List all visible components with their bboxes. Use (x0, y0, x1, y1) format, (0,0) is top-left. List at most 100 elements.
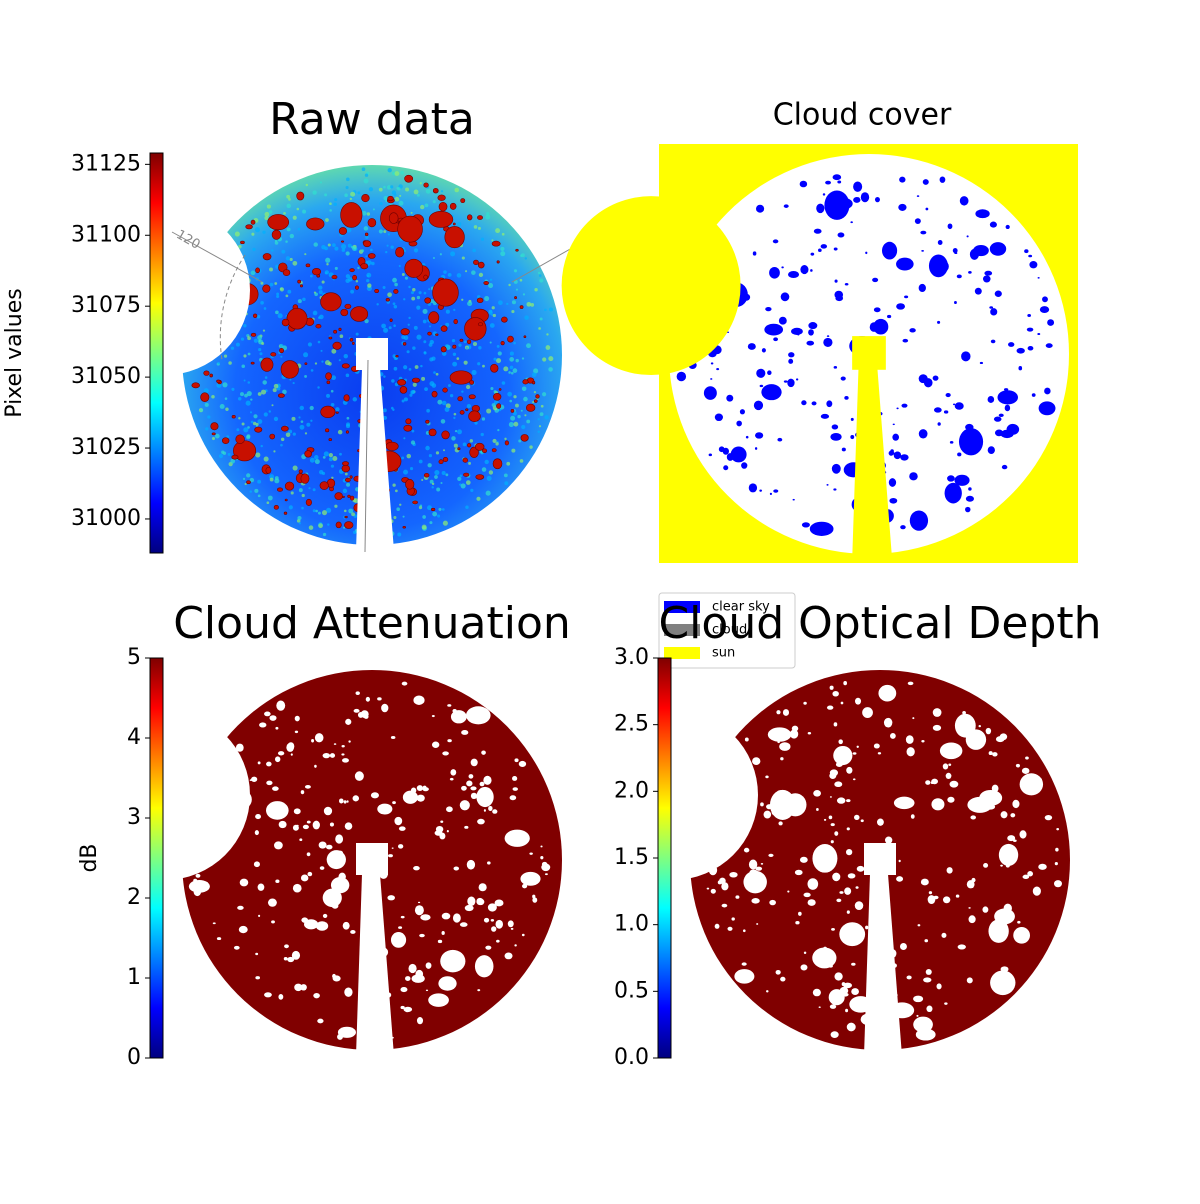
cloud-blob (425, 419, 430, 424)
cloud-blob (765, 307, 772, 312)
sky-noise (269, 267, 273, 272)
cloud-blob (337, 1033, 343, 1040)
cloud-blob (410, 787, 417, 794)
cloud-blob (491, 448, 497, 453)
cloud-blob (393, 289, 399, 294)
cloud-blob (204, 881, 209, 885)
sky-noise (264, 215, 269, 221)
cloud-blob (442, 456, 449, 462)
cloud-blob (496, 939, 500, 943)
cloud-blob (360, 263, 369, 270)
sky-noise (410, 440, 416, 445)
cloud-blob (729, 871, 738, 878)
sky-noise (246, 390, 252, 397)
sky-noise (538, 274, 542, 277)
cloud-blob (200, 392, 210, 403)
cloud-blob (846, 799, 851, 803)
cloud-blob (781, 266, 784, 269)
sky-noise (459, 474, 463, 478)
cloud-blob (1054, 880, 1062, 888)
cloud-blob (391, 847, 394, 849)
cloud-blob (282, 269, 291, 277)
cloud-blob (1000, 811, 1008, 819)
sky-noise (471, 270, 476, 275)
sky-noise (462, 442, 467, 447)
cloud-blob (852, 752, 857, 755)
cloud-blob (331, 903, 339, 909)
sky-noise (425, 188, 431, 194)
sky-noise (247, 426, 250, 429)
cloud-blob (474, 955, 494, 978)
sky-noise (263, 412, 268, 417)
cloud-blob (703, 386, 717, 400)
cloud-blob (304, 362, 308, 366)
cloud-blob (193, 878, 198, 883)
sky-noise (408, 368, 412, 371)
cloud-blob (535, 394, 540, 399)
sky-noise (497, 429, 500, 432)
sky-noise (290, 491, 294, 495)
cloud-blob (257, 883, 265, 891)
sky-noise (422, 515, 426, 519)
cloud-blob (404, 258, 424, 278)
sky-noise (398, 264, 401, 268)
sky-noise (421, 376, 426, 381)
cloud-blob (340, 240, 345, 243)
cloud-blob (298, 469, 303, 474)
sky-noise (476, 496, 481, 501)
sky-noise (432, 256, 435, 259)
cloud-blob (322, 888, 342, 908)
cloud-blob (803, 951, 807, 954)
cloud-blob (467, 896, 476, 906)
cloud-blob (956, 274, 962, 279)
cloud-blob (274, 841, 283, 850)
cloud-blob (346, 800, 349, 803)
cloud-blob (283, 511, 288, 515)
cloud-blob (1031, 393, 1036, 397)
cloud-blob (246, 480, 251, 485)
cloud-blob (710, 888, 716, 894)
cloud-blob (397, 215, 423, 243)
cloud-blob (452, 913, 461, 923)
cloud-blob (342, 758, 349, 763)
cloud-blob (504, 952, 513, 960)
sky-noise (439, 253, 442, 256)
sky-noise (280, 355, 283, 358)
cloud-blob (987, 446, 995, 455)
mask-sun (864, 843, 896, 875)
polar-axis (364, 359, 369, 553)
cloud-blob (1032, 886, 1041, 896)
sky-noise (441, 351, 447, 356)
cloud-blob (290, 753, 293, 756)
sky-noise (489, 341, 492, 344)
sky-noise (484, 296, 490, 302)
sky-noise (286, 227, 291, 232)
sky-noise (392, 354, 397, 358)
sky-noise (416, 295, 421, 300)
sky-noise (334, 246, 339, 251)
cloud-blob (966, 977, 973, 984)
cloud-blob (344, 822, 353, 830)
cloud-blob (424, 297, 432, 304)
cloud-blob (250, 332, 257, 337)
sky-noise (517, 414, 521, 419)
cloud-blob (927, 895, 936, 905)
sky-noise (465, 505, 469, 510)
cloud-blob (1013, 927, 1031, 944)
sky-noise (262, 230, 266, 234)
cloud-blob (916, 1014, 919, 1017)
cloud-blob (795, 378, 799, 381)
cloud-blob (843, 681, 848, 686)
cloud-blob (808, 322, 818, 330)
sky-noise (424, 387, 428, 391)
cloud-blob (245, 224, 253, 230)
cloud-blob (760, 862, 764, 865)
sky-noise (345, 274, 351, 279)
colorbar-tick-label: 0.0 (614, 1045, 649, 1070)
cloud-blob (329, 753, 336, 758)
sky-noise (437, 514, 441, 518)
cloud-blob (759, 489, 763, 492)
cloud-blob (801, 522, 810, 528)
sky-noise (488, 470, 494, 475)
sky-noise (315, 509, 318, 513)
